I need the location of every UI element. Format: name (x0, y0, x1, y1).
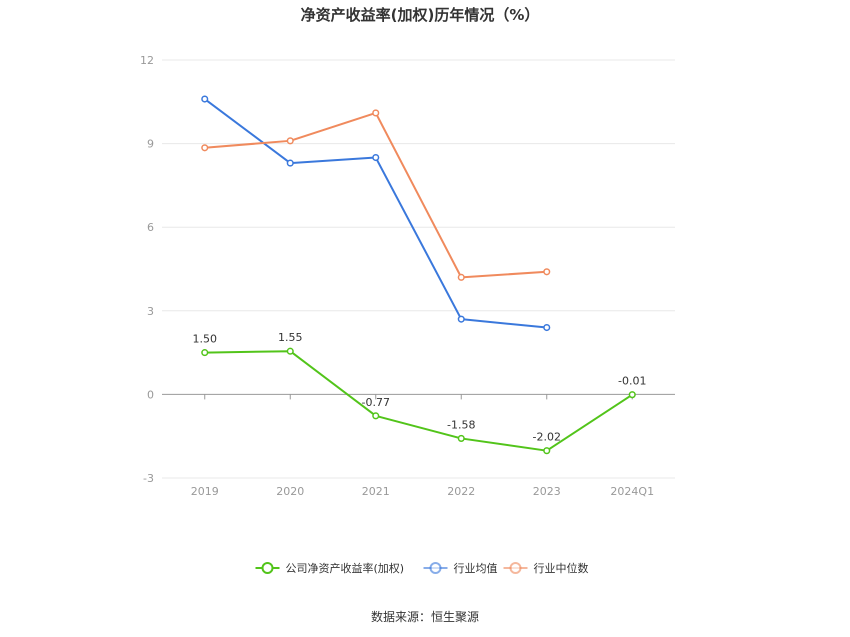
series-line (204, 98, 547, 329)
legend-item-1[interactable]: 行业均值 (423, 562, 498, 575)
data-point (372, 109, 380, 117)
legend-marker (429, 562, 442, 574)
data-point (201, 349, 209, 357)
series-2 (201, 109, 551, 281)
y-axis-ticks: -3 0 3 6 9 12 (140, 54, 154, 485)
y-tick-label: -3 (143, 472, 154, 485)
data-label: 1.55 (278, 331, 303, 344)
data-point (286, 347, 294, 355)
y-tick-label: 6 (147, 221, 154, 234)
data-label: -1.58 (447, 418, 475, 431)
legend-item-2[interactable]: 行业中位数 (503, 561, 589, 575)
data-point (372, 412, 380, 420)
grid-lines (162, 59, 675, 479)
x-tick-label: 2023 (533, 485, 561, 498)
data-point (457, 315, 465, 323)
data-point (372, 153, 380, 162)
y-tick-label: 3 (147, 305, 154, 318)
series-1 (201, 95, 551, 332)
data-point (543, 447, 551, 455)
data-point (543, 268, 551, 276)
x-axis-ticks: 2019 2020 2021 2022 2023 2024Q1 (191, 394, 654, 498)
x-tick-label: 2024Q1 (610, 485, 654, 498)
data-point (457, 273, 465, 281)
legend[interactable]: 公司净资产收益率(加权) 行业均值 行业中位数 (255, 561, 589, 575)
chart-title: 净资产收益率(加权)历年情况（%） (301, 6, 540, 24)
data-point (286, 137, 294, 145)
source-note: 数据来源：恒生聚源 (371, 609, 479, 624)
data-point (286, 159, 294, 167)
legend-label: 行业中位数 (534, 561, 589, 575)
data-point (201, 144, 209, 152)
x-tick-label: 2021 (362, 485, 390, 498)
legend-item-0[interactable]: 公司净资产收益率(加权) (255, 561, 405, 575)
x-tick-label: 2020 (276, 485, 304, 498)
data-label: 1.50 (193, 333, 218, 346)
x-tick-label: 2019 (191, 485, 219, 498)
legend-marker (509, 562, 522, 574)
data-point (457, 434, 465, 442)
series-0: 1.50 1.55 -0.77 -1.58 -2.02 -0.01 (193, 331, 646, 455)
data-label: -2.02 (533, 431, 561, 444)
series-layer: 1.50 1.55 -0.77 -1.58 -2.02 -0.01 (193, 95, 646, 455)
y-tick-label: 0 (147, 388, 154, 401)
data-point (628, 391, 636, 399)
legend-marker (261, 562, 274, 574)
legend-label: 行业均值 (454, 562, 498, 575)
series-line (204, 350, 633, 452)
y-tick-label: 12 (140, 54, 154, 67)
data-label: -0.01 (618, 375, 646, 388)
data-point (201, 95, 209, 103)
legend-label: 公司净资产收益率(加权) (286, 561, 405, 575)
data-label: -0.77 (362, 396, 390, 409)
x-tick-label: 2022 (447, 485, 475, 498)
data-point (543, 323, 551, 332)
y-tick-label: 9 (147, 138, 154, 151)
